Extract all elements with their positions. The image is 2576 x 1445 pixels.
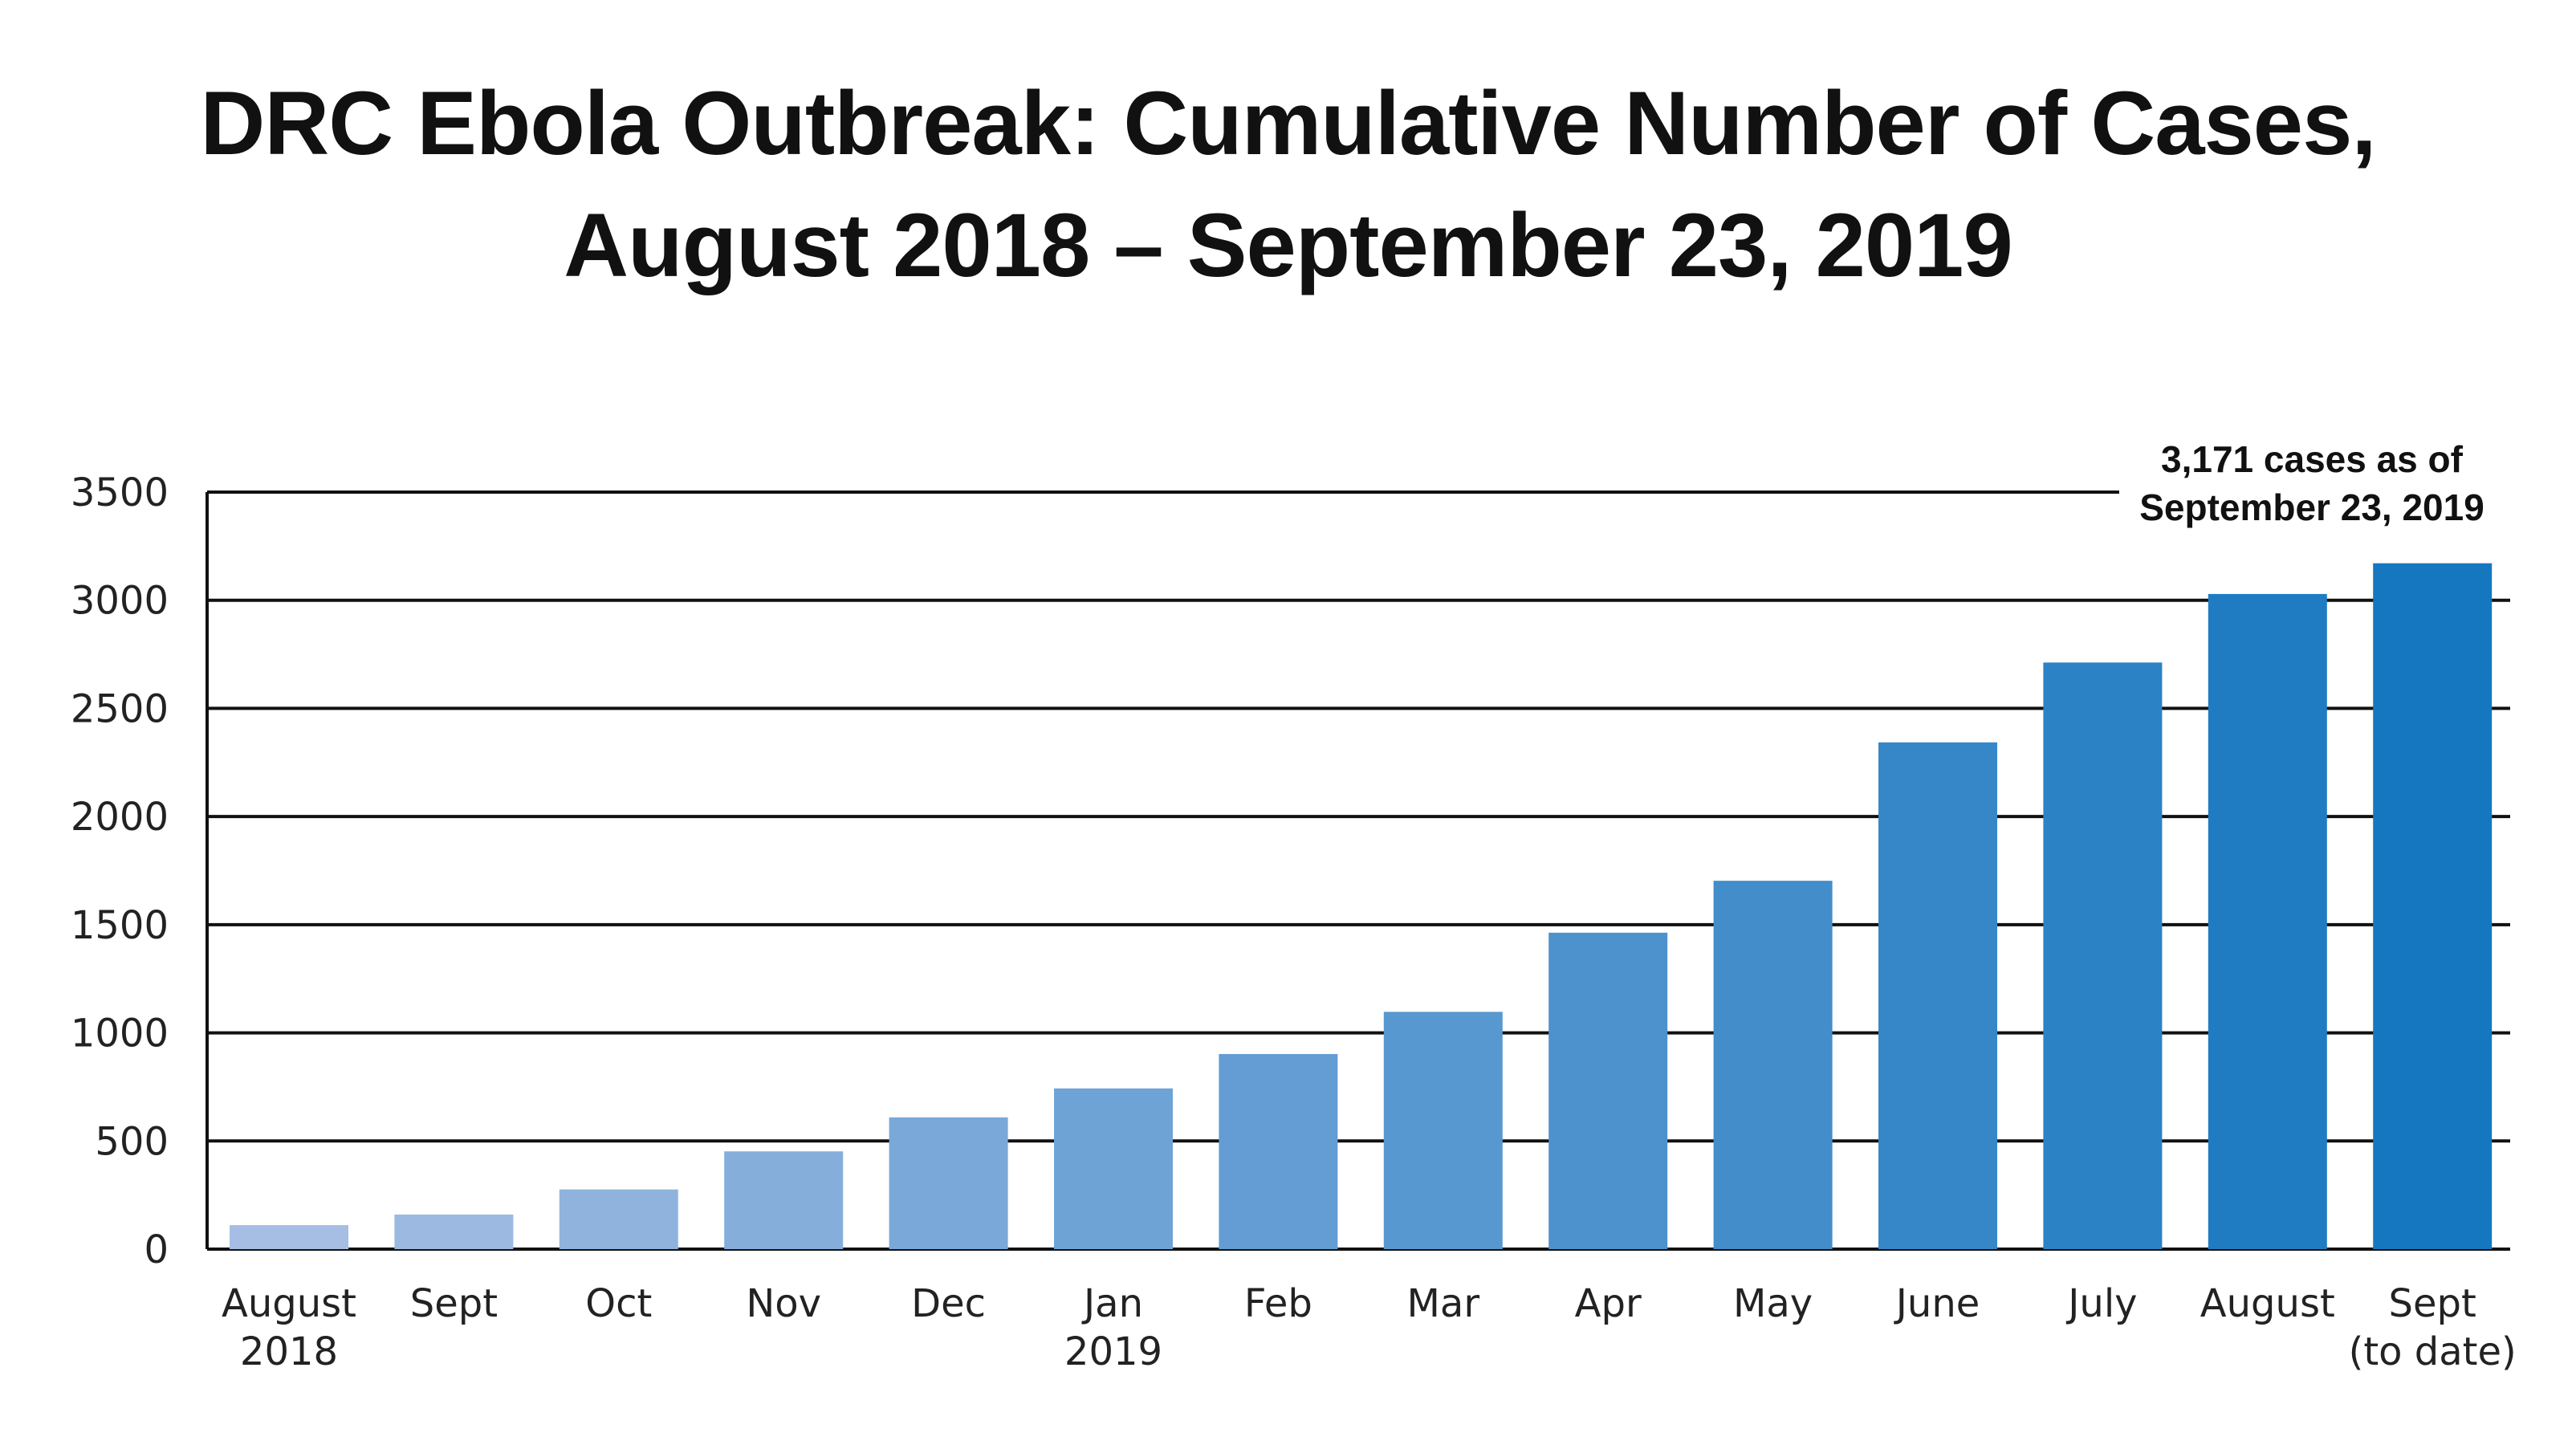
bar (724, 1151, 844, 1249)
x-tick-label: Mar (1407, 1281, 1480, 1326)
bar (394, 1214, 514, 1249)
y-axis-ticks: 0 500 1000 1500 2000 2500 3000 3500 (71, 470, 169, 1272)
bar (1548, 932, 1668, 1249)
x-tick-label: May (1733, 1281, 1813, 1326)
gridlines (206, 490, 2510, 1251)
x-tick-label: 2018 (240, 1329, 338, 1374)
x-tick-label: Sept (410, 1281, 498, 1326)
x-tick-label: Dec (911, 1281, 986, 1326)
x-tick-label: June (1894, 1281, 1980, 1326)
bar (1219, 1053, 1338, 1249)
x-tick-label: Sept (2389, 1281, 2476, 1326)
x-tick-label: Nov (746, 1281, 821, 1326)
y-tick-label: 2000 (71, 795, 169, 840)
y-tick-label: 1500 (71, 903, 169, 948)
bar (559, 1189, 678, 1249)
annotation: 3,171 cases as of September 23, 2019 (2139, 438, 2484, 528)
bar (2208, 593, 2327, 1249)
y-tick-label: 1000 (71, 1012, 169, 1056)
x-tick-label: July (2065, 1281, 2137, 1326)
bar (1878, 742, 1997, 1249)
bar (2373, 563, 2493, 1249)
annotation-line1: 3,171 cases as of (2161, 438, 2464, 480)
bar (1713, 881, 1833, 1249)
bar (2043, 662, 2163, 1249)
annotation-line2: September 23, 2019 (2139, 486, 2484, 528)
x-tick-label: Oct (585, 1281, 652, 1326)
y-tick-label: 2500 (71, 686, 169, 731)
x-tick-label: 2019 (1064, 1329, 1162, 1374)
y-tick-label: 3000 (71, 579, 169, 624)
chart-title: DRC Ebola Outbreak: Cumulative Number of… (0, 63, 2576, 307)
y-tick-label: 500 (95, 1119, 169, 1164)
y-tick-label: 3500 (71, 470, 169, 515)
bar (889, 1117, 1008, 1249)
y-tick-label: 0 (144, 1227, 169, 1272)
bar (1383, 1012, 1503, 1249)
bar (230, 1225, 348, 1249)
bars (230, 563, 2493, 1249)
chart-title-line2: August 2018 – September 23, 2019 (564, 195, 2012, 295)
x-tick-label: (to date) (2349, 1329, 2517, 1374)
x-tick-label: August (2200, 1281, 2335, 1326)
x-tick-label: Apr (1575, 1281, 1642, 1326)
bar (1054, 1088, 1173, 1249)
x-tick-label: Feb (1244, 1281, 1312, 1326)
chart-title-line1: DRC Ebola Outbreak: Cumulative Number of… (200, 73, 2376, 173)
x-tick-label: August (222, 1281, 356, 1326)
x-tick-label: Jan (1081, 1281, 1143, 1326)
